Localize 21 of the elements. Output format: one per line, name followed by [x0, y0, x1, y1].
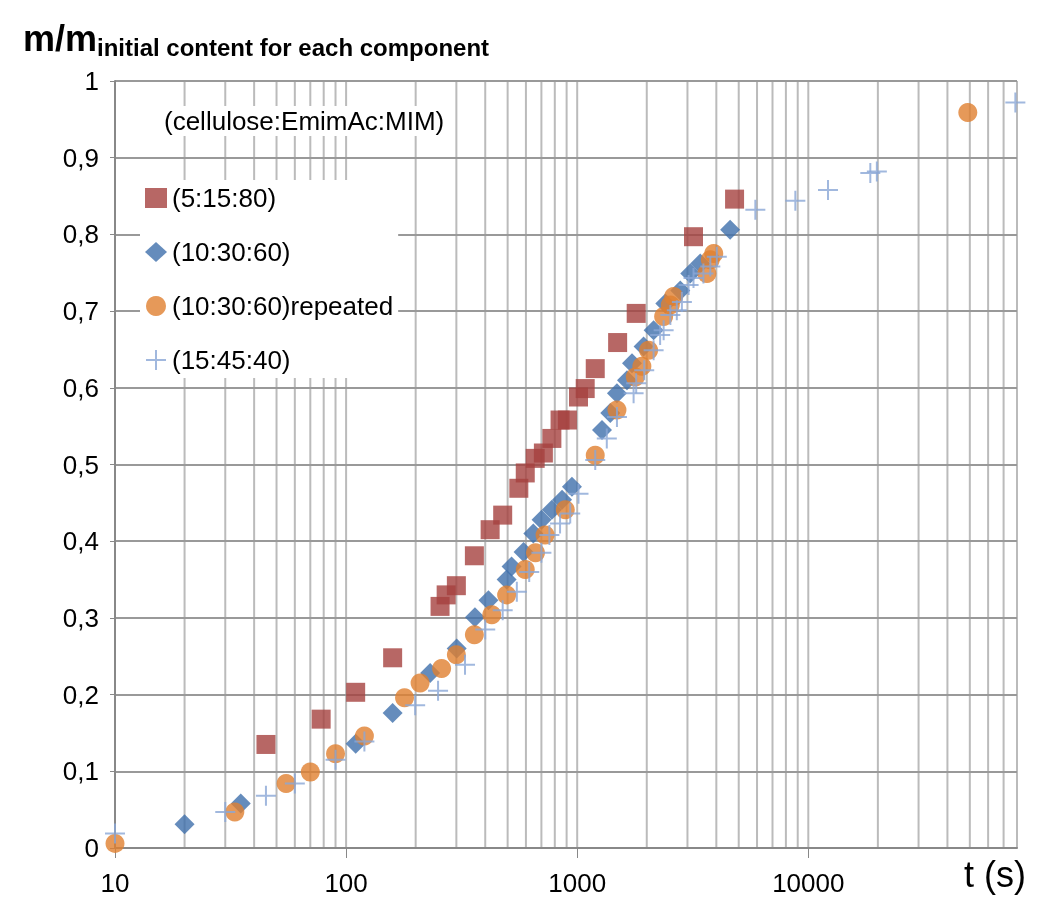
- y-tick-label: 0,9: [62, 142, 99, 173]
- y-tick-label: 1: [84, 66, 99, 96]
- y-tick-label: 0,8: [62, 219, 99, 250]
- x-tick-label: 1000: [548, 868, 607, 898]
- y-tick-label: 0,1: [62, 756, 99, 787]
- legend-title: (cellulose:EmimAc:MIM): [164, 106, 445, 136]
- y-tick-label: 0,7: [62, 296, 99, 327]
- legend-label: (10:30:60): [172, 237, 291, 267]
- y-tick-label: 0: [84, 833, 99, 863]
- x-tick-label: 10000: [772, 868, 845, 898]
- legend-label: (5:15:80): [172, 183, 277, 213]
- y-tick-label: 0,4: [62, 526, 99, 557]
- x-axis-title: t (s): [964, 853, 1026, 895]
- legend-label: (15:45:40): [172, 345, 291, 375]
- y-tick-label: 0,5: [62, 449, 99, 480]
- x-tick-label: 10: [100, 868, 130, 898]
- y-tick-label: 0,6: [62, 372, 99, 403]
- y-tick-label: 0,3: [62, 602, 99, 633]
- x-tick-label: 100: [324, 868, 368, 898]
- y-tick-label: 0,2: [62, 679, 99, 710]
- legend-label: (10:30:60)repeated: [172, 291, 394, 321]
